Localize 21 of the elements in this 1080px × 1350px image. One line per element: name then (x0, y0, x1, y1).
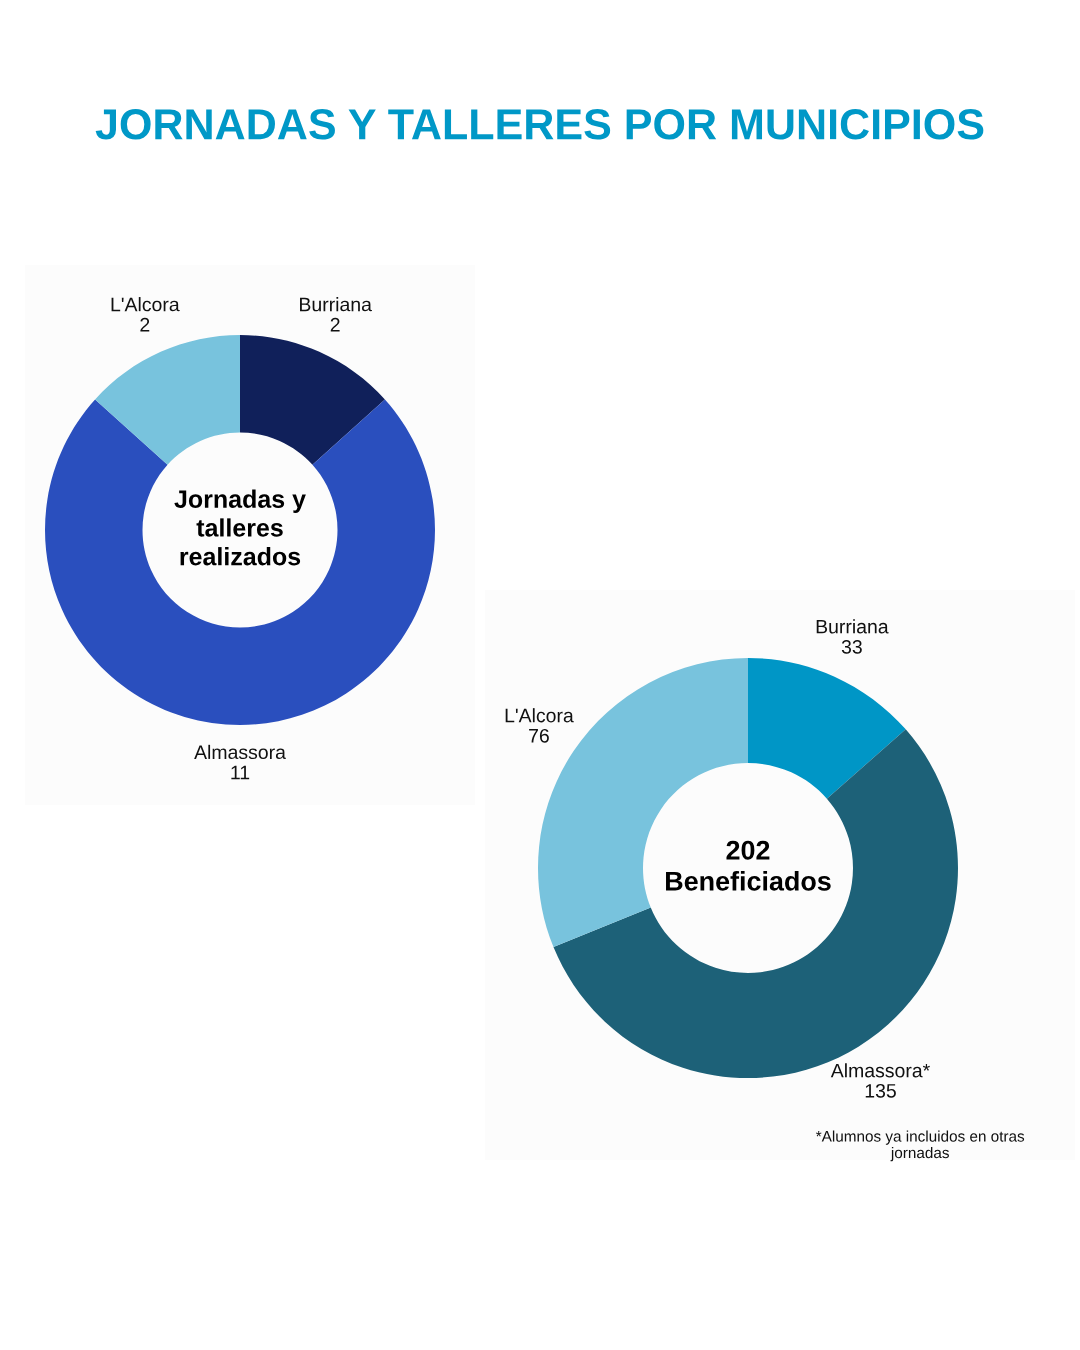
data-label: 11 (231, 765, 250, 780)
data-label: 76 (529, 728, 549, 743)
donut-slice (95, 335, 240, 465)
text: JORNADAS Y TALLERES POR MUNICIPIOS (95, 109, 984, 140)
data-label: 135 (865, 1083, 896, 1098)
slice-label: Almassora* (830, 1063, 930, 1078)
text: Jornadas y talleres realizados (174, 489, 306, 566)
donut-slice (553, 729, 958, 1078)
text: 202 Beneficiados (666, 840, 831, 891)
data-label: 2 (330, 317, 340, 332)
slice-label: Almassora (194, 744, 286, 760)
slice-label: Burriana (816, 619, 889, 634)
slice-label: L'Alcora (111, 297, 180, 312)
donut-slice (240, 335, 385, 465)
text: *Alumnos ya incluidos en otras jornadas (816, 1130, 1025, 1162)
donut-slice (45, 399, 435, 725)
data-label: 33 (841, 639, 862, 654)
slice-label: Burriana (300, 297, 372, 312)
slice-label: L'Alcora (505, 708, 574, 723)
donut-slice (748, 658, 906, 799)
data-label: 2 (140, 317, 150, 332)
